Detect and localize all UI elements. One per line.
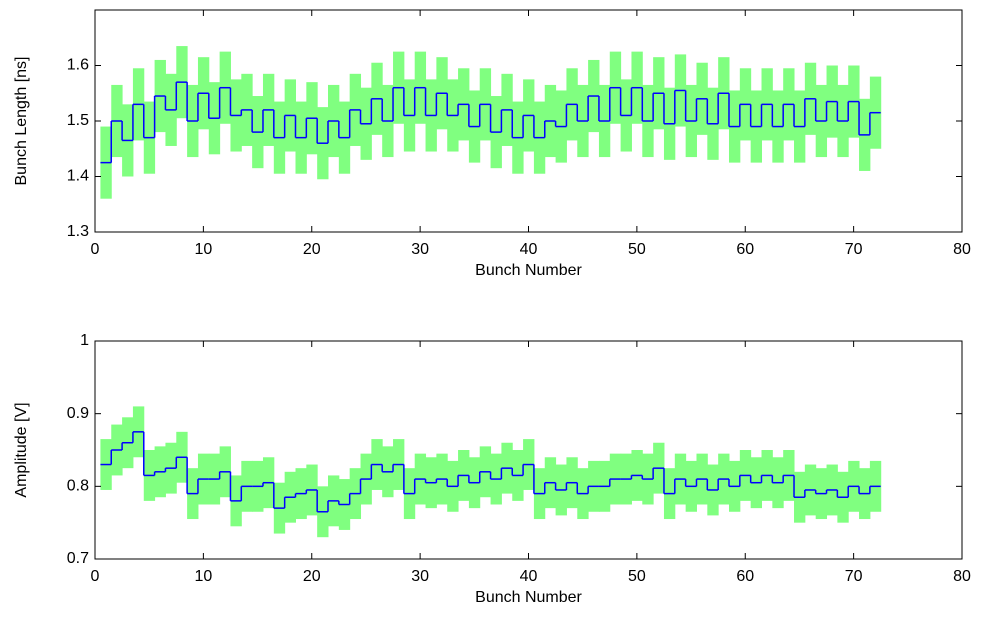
y-tick-label: 1.4 bbox=[67, 168, 89, 185]
x-tick-label: 70 bbox=[845, 568, 863, 585]
x-tick-label: 60 bbox=[736, 241, 754, 258]
y-axis-label: Bunch Length [ns] bbox=[13, 57, 30, 186]
y-tick-label: 1 bbox=[80, 332, 89, 349]
x-tick-label: 40 bbox=[520, 241, 538, 258]
x-tick-label: 80 bbox=[953, 241, 971, 258]
x-tick-label: 70 bbox=[845, 241, 863, 258]
x-tick-label: 50 bbox=[628, 568, 646, 585]
x-tick-label: 30 bbox=[411, 568, 429, 585]
x-tick-label: 80 bbox=[953, 568, 971, 585]
y-tick-label: 0.7 bbox=[67, 550, 89, 567]
x-tick-label: 20 bbox=[303, 568, 321, 585]
step-connector bbox=[110, 82, 871, 163]
y-tick-label: 0.9 bbox=[67, 405, 89, 422]
x-tick-label: 40 bbox=[520, 568, 538, 585]
x-tick-label: 0 bbox=[91, 568, 100, 585]
y-tick-label: 1.3 bbox=[67, 223, 89, 240]
x-axis-label: Bunch Number bbox=[475, 262, 582, 279]
x-tick-label: 20 bbox=[303, 241, 321, 258]
x-tick-label: 10 bbox=[194, 568, 212, 585]
x-tick-label: 60 bbox=[736, 568, 754, 585]
y-tick-label: 1.6 bbox=[67, 57, 89, 74]
y-tick-label: 0.8 bbox=[67, 478, 89, 495]
x-tick-label: 30 bbox=[411, 241, 429, 258]
x-axis-label: Bunch Number bbox=[475, 589, 582, 606]
y-tick-label: 1.5 bbox=[67, 112, 89, 129]
x-tick-label: 0 bbox=[91, 241, 100, 258]
y-axis-label: Amplitude [V] bbox=[13, 402, 30, 497]
x-tick-label: 10 bbox=[194, 241, 212, 258]
x-tick-label: 50 bbox=[628, 241, 646, 258]
